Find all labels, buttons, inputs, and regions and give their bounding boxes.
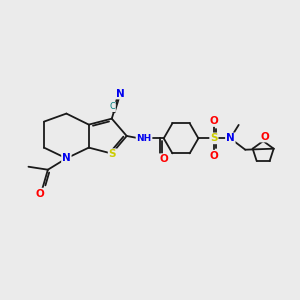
Text: O: O	[260, 132, 269, 142]
Text: O: O	[209, 116, 218, 126]
Text: NH: NH	[136, 134, 152, 143]
Text: S: S	[109, 149, 116, 159]
Text: N: N	[62, 153, 71, 164]
Text: O: O	[159, 154, 168, 164]
Text: N: N	[116, 88, 125, 99]
Text: N: N	[226, 134, 235, 143]
Text: S: S	[210, 134, 218, 143]
Text: O: O	[209, 151, 218, 161]
Text: C: C	[109, 102, 115, 111]
Text: O: O	[36, 189, 44, 199]
